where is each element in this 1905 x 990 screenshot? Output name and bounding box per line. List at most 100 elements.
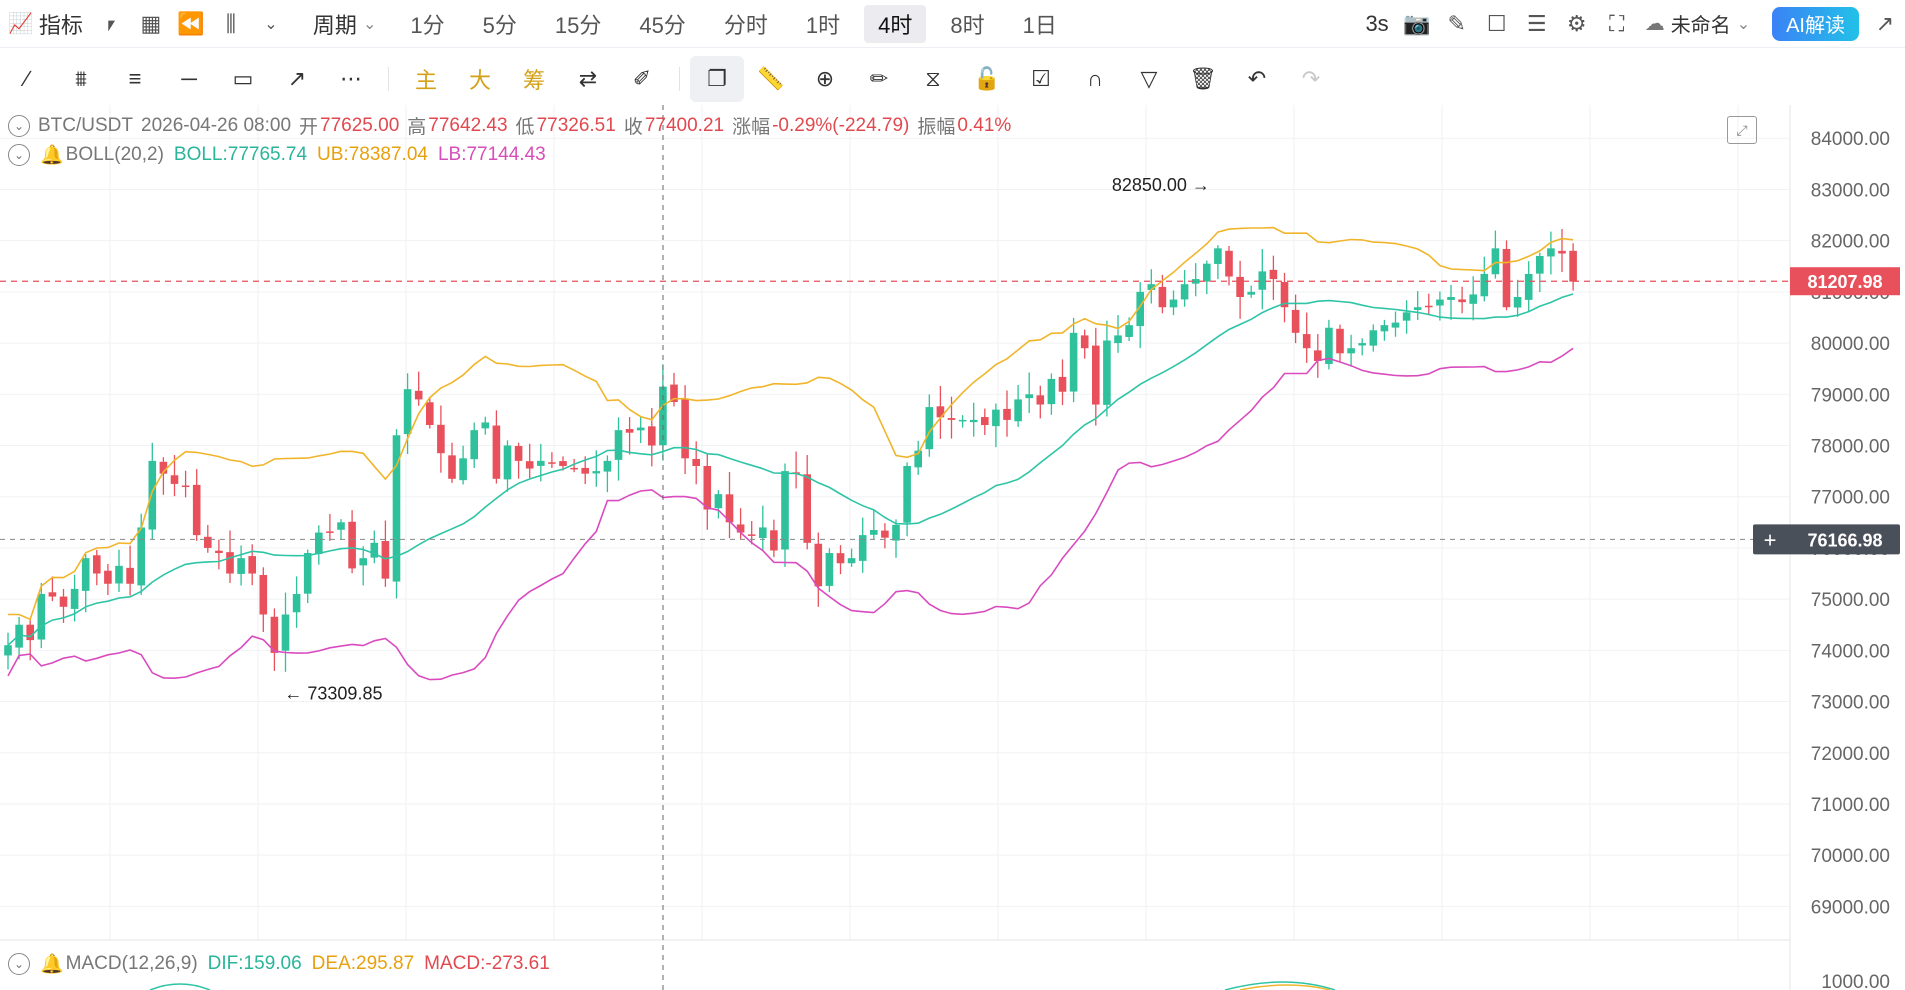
candle-body [1380, 325, 1389, 332]
pencil-icon[interactable]: ✎ [1447, 10, 1466, 36]
chevron-down-icon[interactable]: ⌄ [264, 15, 278, 33]
template-icon[interactable]: ⎖ [102, 10, 120, 36]
candle-body [1425, 305, 1433, 308]
magnet-icon[interactable]: ∩ [1087, 66, 1103, 91]
boll-upper-value: UB:78387.04 [317, 144, 428, 165]
period-tab[interactable]: 5分 [482, 12, 517, 38]
candle-body [936, 406, 945, 418]
expand-icon[interactable]: ⤢ [1727, 116, 1757, 144]
trendline-icon[interactable]: ∕ [25, 66, 29, 91]
collapse-icon[interactable]: ⌄ [8, 953, 30, 975]
parallel-lines-icon[interactable]: ⩩ [75, 66, 87, 91]
candle-body [303, 553, 312, 594]
trash-icon[interactable]: 🗑 [1189, 66, 1217, 91]
list-icon[interactable]: ☰ [1526, 10, 1547, 36]
y-axis-tick-label: 75000.00 [1811, 590, 1890, 611]
candle-body [259, 574, 268, 615]
horizontal-lines-icon[interactable]: ≡ [128, 66, 142, 91]
candle-body [969, 419, 978, 423]
edit-list-icon[interactable]: ☑ [1031, 66, 1051, 91]
indicator-label: 指标 [38, 12, 83, 38]
bookmark-icon[interactable]: ❐ [690, 56, 744, 102]
ruler-icon[interactable]: 📏 [757, 66, 785, 91]
crosshair-price-tag [1753, 524, 1900, 555]
period-tab[interactable]: 8时 [950, 12, 985, 38]
candle-body [1236, 276, 1244, 297]
top-bar: 📈 指标 ⎖ ▦ ⏪ ⫼ ⌄ 周期 ⌄ 1分 5分 15分 45分 分时 1时 4时 8时 1日… [0, 0, 1905, 48]
share-icon[interactable]: ↗ [1875, 10, 1895, 36]
collapse-icon[interactable]: ⌄ [8, 114, 30, 137]
candle-body [836, 553, 845, 564]
fullscreen-icon[interactable]: ⛶ [1608, 10, 1625, 36]
candle-body [93, 555, 101, 574]
candle-body [881, 530, 889, 538]
candle-body [281, 614, 290, 651]
period-menu[interactable]: 周期 ⌄ [305, 7, 384, 41]
candle-body [537, 460, 545, 466]
period-tab[interactable]: 1时 [805, 12, 841, 38]
candle-body [48, 592, 57, 597]
eraser-icon[interactable]: ✏ [869, 66, 889, 91]
period-tab[interactable]: 4时 [864, 4, 927, 43]
candle-body [292, 594, 301, 613]
y-axis-tick-label: 70000.00 [1811, 846, 1890, 867]
candle-body [614, 430, 623, 460]
candle-body [1258, 271, 1267, 290]
candle-body [126, 567, 134, 584]
bell-icon[interactable]: 🔔 [40, 145, 64, 166]
candle-body [725, 494, 734, 523]
candle-body [1513, 296, 1522, 308]
boll-mid-value: BOLL:77765.74 [173, 144, 308, 165]
period-menu-label: 周期 [312, 12, 357, 38]
period-tab[interactable]: 45分 [639, 12, 686, 38]
crosshair-price-label: 76166.98 [1807, 530, 1882, 550]
pen-adjust-icon[interactable]: ✐ [632, 66, 652, 91]
candle-body [1136, 291, 1144, 327]
boll-upper-line [8, 226, 1574, 621]
period-tab[interactable]: 分时 [723, 12, 768, 38]
hide-drawings-icon[interactable]: ⧖ [925, 66, 941, 91]
ai-interpret-button[interactable]: AI解读 [1772, 6, 1859, 41]
y-axis-tick-label: 78000.00 [1811, 437, 1890, 458]
datetime-label: 2026-04-26 08:00 [141, 114, 292, 136]
filter-icon[interactable]: ▽ [1140, 66, 1158, 91]
layout-name-menu[interactable]: ☁ 未命名 ⌄ [1637, 7, 1758, 41]
zoom-in-icon[interactable]: ⊕ [815, 66, 835, 91]
undo-icon[interactable]: ↶ [1247, 66, 1267, 91]
main-indicator-button[interactable]: 主 [414, 68, 437, 93]
redo-icon[interactable]: ↷ [1301, 66, 1321, 91]
period-tab[interactable]: 1日 [1022, 12, 1057, 38]
collapse-icon[interactable]: ⌄ [8, 144, 30, 166]
chip-distribution-button[interactable]: 筹 [522, 68, 545, 93]
bell-icon[interactable]: 🔔 [40, 954, 64, 975]
compare-icon[interactable]: ⇄ [578, 66, 598, 91]
indicator-menu[interactable]: 📈 指标 [0, 7, 91, 41]
lock-icon[interactable]: 🔓 [973, 66, 1001, 91]
refresh-interval[interactable]: 3s [1365, 10, 1389, 36]
boll-mid-line [7, 293, 1574, 646]
add-alert-icon: + [1764, 527, 1777, 552]
layout-grid-icon[interactable]: ▦ [140, 10, 162, 36]
camera-icon[interactable]: 📷 [1402, 10, 1431, 36]
indicator-icon: 📈 [8, 13, 33, 35]
candle-body [1536, 256, 1544, 274]
period-tab[interactable]: 15分 [554, 12, 602, 38]
add-chart-icon[interactable]: ☐ [1486, 10, 1507, 36]
period-tab[interactable]: 1分 [410, 12, 445, 38]
candle-body [1391, 322, 1400, 328]
more-tools-icon[interactable]: ⋯ [340, 66, 362, 91]
horizontal-ray-icon[interactable]: ─ [181, 66, 197, 91]
y-axis-tick-label: 83000.00 [1811, 180, 1890, 201]
candle-body [1003, 408, 1011, 420]
candle-type-icon[interactable]: ⫼ [225, 10, 236, 36]
big-order-button[interactable]: 大 [468, 68, 491, 93]
amplitude-value: 0.41% [957, 114, 1012, 136]
arrow-icon[interactable]: ↗ [287, 66, 307, 91]
settings-icon[interactable]: ⚙ [1566, 10, 1587, 36]
candle-body [1569, 250, 1577, 282]
candle-body [925, 407, 934, 450]
replay-icon[interactable]: ⏪ [177, 10, 205, 36]
rectangle-icon[interactable]: ▭ [232, 66, 254, 91]
candle-body [1058, 376, 1067, 392]
